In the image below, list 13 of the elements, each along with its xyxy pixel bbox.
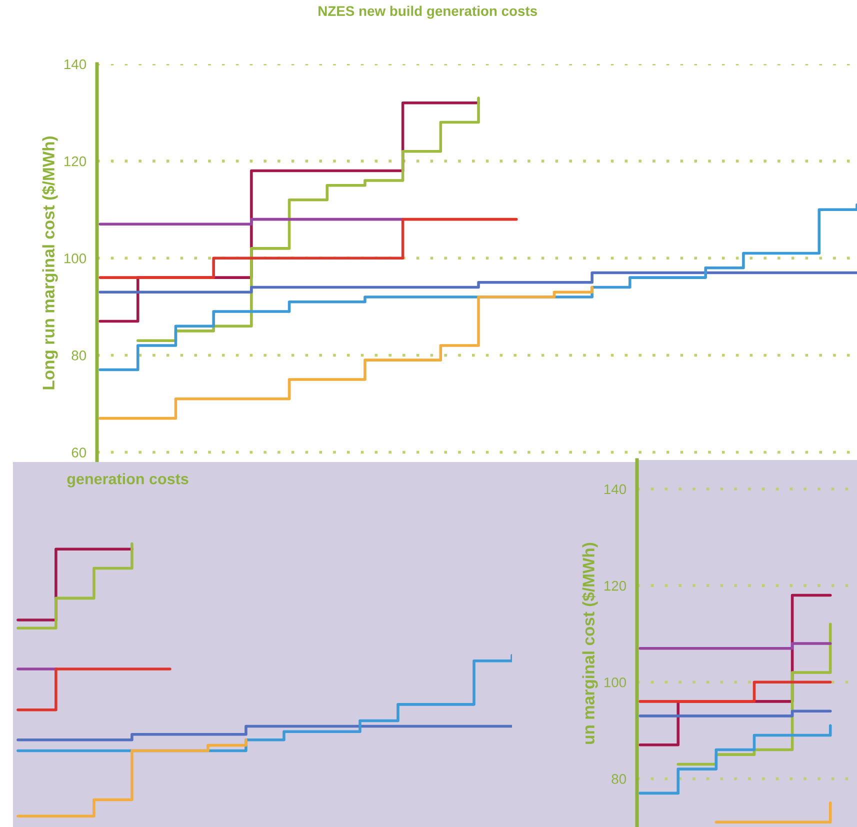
chart-title: generation costs [67, 473, 188, 488]
y-tick-label: 120 [604, 580, 626, 591]
y-tick-label: 60 [72, 448, 86, 458]
y-axis-title: Long run marginal cost ($/MWh) [42, 136, 58, 390]
y-tick-label: 80 [612, 774, 626, 784]
y-tick-label: 140 [64, 59, 86, 70]
y-tick-label: 120 [64, 156, 86, 166]
y-tick-label: 100 [604, 677, 626, 688]
y-tick-label: 80 [72, 350, 86, 360]
y-tick-label: 100 [64, 253, 86, 264]
chart-title: NZES new build generation costs [318, 6, 538, 19]
y-tick-label: 140 [604, 484, 626, 494]
y-axis-title: un marginal cost ($/MWh) [582, 542, 598, 744]
